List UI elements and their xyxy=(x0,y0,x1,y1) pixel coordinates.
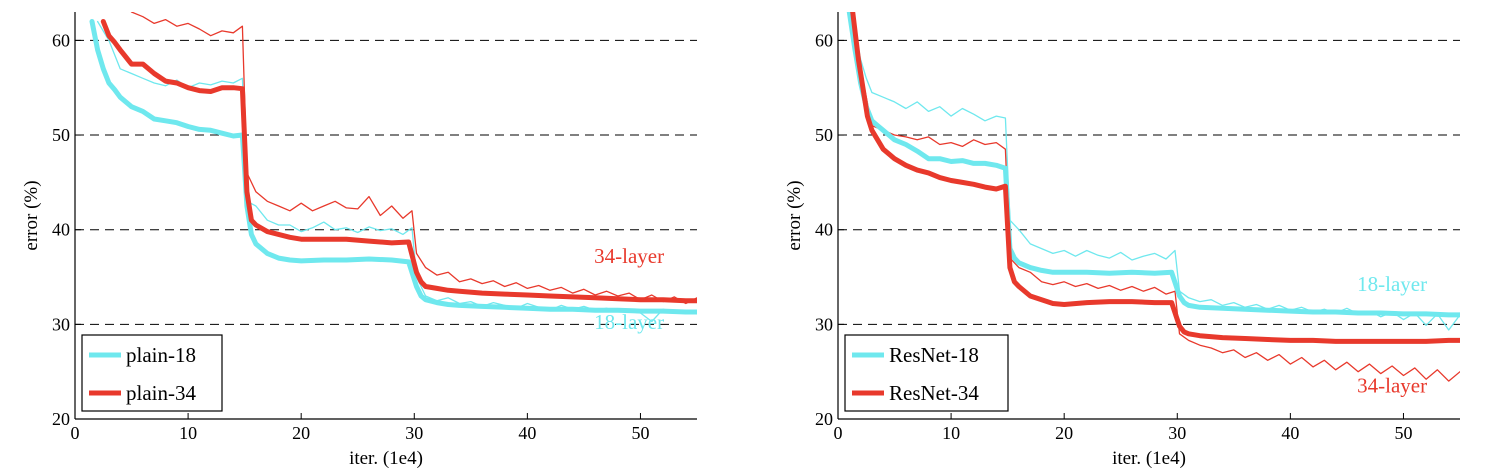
tick-labels: 0 10 20 30 40 50 20 30 40 50 60 xyxy=(52,30,649,443)
series-line-plain-18-val xyxy=(96,20,697,323)
series-group xyxy=(846,12,1460,382)
y-tick-label: 30 xyxy=(815,314,833,334)
annotation-34-layer: 34-layer xyxy=(1357,373,1427,397)
x-tick-label: 20 xyxy=(292,423,310,443)
x-tick-label: 10 xyxy=(179,423,197,443)
y-tick-label: 20 xyxy=(815,409,833,429)
y-tick-label: 40 xyxy=(52,220,70,240)
legend-label-resnet-34: ResNet-34 xyxy=(889,381,979,405)
plain-nets-plot: 34-layer 18-layer 0 10 20 30 40 502030405060 … xyxy=(21,12,697,468)
gridlines xyxy=(838,39,1460,325)
x-tick-label: 40 xyxy=(1281,423,1299,443)
series-line-plain-34 xyxy=(100,19,697,304)
y-axis-label: error (%) xyxy=(21,180,42,250)
x-axis-label: iter. (1e4) xyxy=(1112,448,1186,468)
resnet-plot: 18-layer 34-layer 0 10 20 30 40 502030405060 … xyxy=(784,12,1460,468)
y-tick-label: 60 xyxy=(815,30,833,50)
series-line-resnet-34-val xyxy=(859,68,1460,382)
y-tick-label: 30 xyxy=(52,314,70,334)
x-tick-label: 20 xyxy=(1055,423,1073,443)
y-tick-label: 20 xyxy=(52,409,70,429)
x-tick-label: 10 xyxy=(942,423,960,443)
y-tick-label: 50 xyxy=(815,125,833,145)
annotation-18-layer: 18-layer xyxy=(594,310,664,334)
y-tick-label: 40 xyxy=(815,220,833,240)
series-line-plain-18 xyxy=(89,19,697,315)
x-tick-label: 30 xyxy=(405,423,423,443)
y-tick-label: 50 xyxy=(52,125,70,145)
y-axis-label: error (%) xyxy=(784,180,805,250)
series-line-resnet-18 xyxy=(846,12,1460,318)
tick-labels: 0 10 20 30 40 50 20 30 40 50 60 xyxy=(815,30,1412,443)
x-tick-label: 50 xyxy=(631,423,649,443)
annotation-34-layer: 34-layer xyxy=(594,244,664,268)
legend-label-plain-34: plain-34 xyxy=(126,381,196,405)
axes-frame xyxy=(837,12,1460,420)
legend-box xyxy=(81,334,223,412)
y-tick-label: 60 xyxy=(52,30,70,50)
series-group xyxy=(89,12,697,323)
legend-label-resnet-18: ResNet-18 xyxy=(889,343,979,367)
annotations: 18-layer 34-layer xyxy=(1357,272,1427,397)
axes-frame xyxy=(74,12,697,420)
series-line-plain-34-val xyxy=(130,12,697,305)
x-tick-label: 50 xyxy=(1394,423,1412,443)
series-line-resnet-34 xyxy=(850,12,1460,344)
annotation-18-layer: 18-layer xyxy=(1357,272,1427,296)
legend-box xyxy=(844,334,1009,412)
annotations: 34-layer 18-layer xyxy=(594,244,664,334)
legend: ResNet-18 ResNet-34 xyxy=(844,334,1009,412)
gridlines xyxy=(75,39,697,325)
x-tick-label: 0 xyxy=(834,423,843,443)
x-tick-label: 40 xyxy=(518,423,536,443)
x-tick-label: 0 xyxy=(71,423,80,443)
legend: plain-18 plain-34 xyxy=(81,334,223,412)
x-axis-label: iter. (1e4) xyxy=(349,448,423,468)
x-tick-label: 30 xyxy=(1168,423,1186,443)
legend-label-plain-18: plain-18 xyxy=(126,343,196,367)
